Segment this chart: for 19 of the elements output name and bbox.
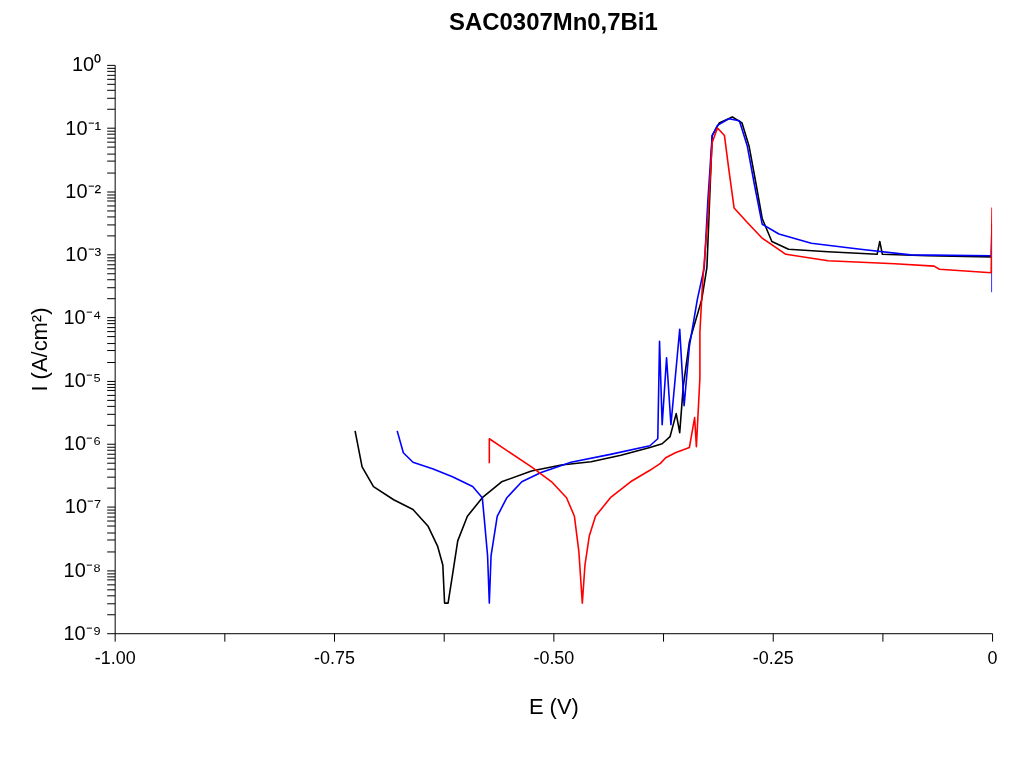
y-tick-label: 10⁻²	[65, 179, 102, 202]
y-tick-label: 10⁻⁴	[63, 305, 102, 328]
x-tick-label: -1.00	[94, 647, 136, 668]
x-tick-label: -0.75	[314, 647, 355, 668]
x-tick-label: 0	[987, 647, 998, 668]
x-tick-label: -0.50	[533, 647, 575, 668]
line-series	[488, 127, 993, 604]
x-axis-title: E (V)	[528, 694, 579, 720]
y-tick-label: 10⁻³	[65, 242, 102, 265]
y-tick-label: 10⁻¹	[65, 116, 102, 139]
x-tick-label: -0.25	[752, 647, 794, 668]
y-tick-label: 10⁻⁶	[63, 432, 102, 455]
y-tick-label: 10⁻⁸	[63, 558, 102, 581]
y-tick-label: 10⁻⁵	[63, 369, 102, 392]
y-tick-label: 10⁰	[72, 53, 102, 76]
y-tick-label: 10⁻⁷	[64, 495, 102, 518]
y-axis-title: I (A/cm²)	[26, 307, 52, 392]
chart-title: SAC0307Mn0,7Bi1	[449, 7, 658, 35]
y-tick-label: 10⁻⁹	[63, 621, 102, 644]
